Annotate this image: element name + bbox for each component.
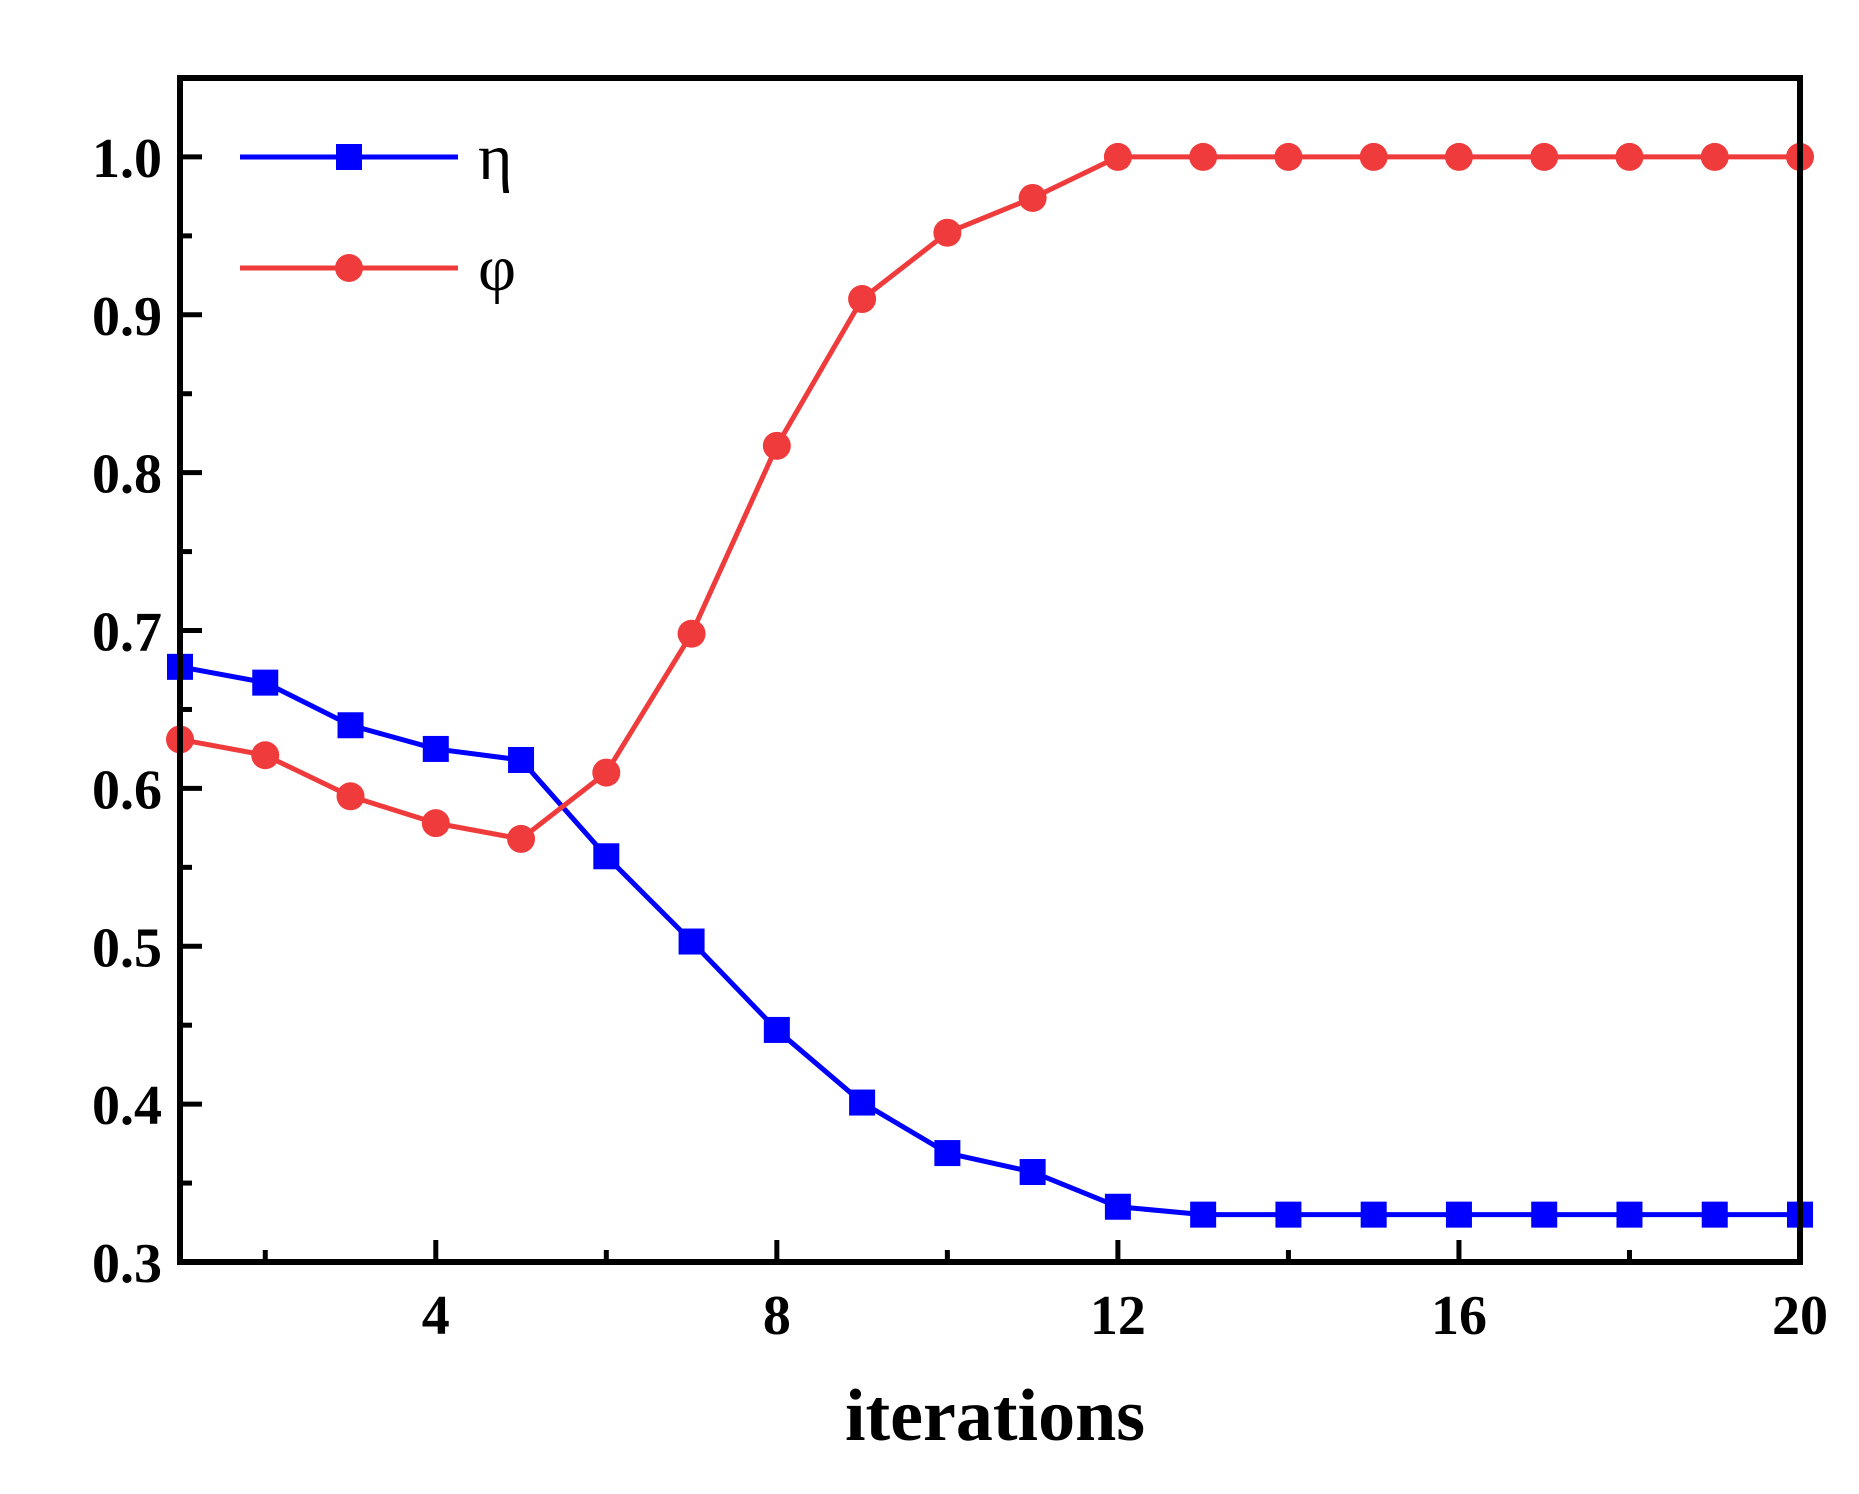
legend-label-phi: φ — [478, 232, 516, 305]
data-point — [678, 928, 705, 955]
x-tick-label: 8 — [763, 1285, 791, 1347]
y-tick-label: 1.0 — [92, 128, 162, 190]
data-point — [422, 735, 449, 762]
y-tick-label: 0.5 — [92, 917, 162, 979]
data-point — [1104, 1193, 1131, 1220]
data-point — [1190, 1201, 1217, 1228]
data-point — [1274, 142, 1303, 171]
data-point — [762, 431, 791, 460]
data-point — [251, 741, 280, 770]
data-point — [1018, 183, 1047, 212]
plot-frame — [177, 75, 1803, 1265]
data-point — [1530, 142, 1559, 171]
x-axis-title: iterations — [845, 1375, 1145, 1457]
data-point — [336, 782, 365, 811]
data-point — [1359, 142, 1388, 171]
x-tick-label: 12 — [1090, 1285, 1146, 1347]
legend-marker-eta — [336, 144, 362, 170]
data-point — [849, 1089, 876, 1116]
legend: η φ — [240, 121, 516, 305]
legend-marker-phi — [335, 254, 363, 282]
data-point — [1275, 1201, 1302, 1228]
data-point — [1189, 142, 1218, 171]
x-tick-label: 16 — [1431, 1285, 1487, 1347]
data-point — [508, 746, 535, 773]
data-point — [593, 843, 620, 870]
y-tick-label: 0.6 — [92, 759, 162, 821]
series-line-1 — [179, 154, 1800, 842]
y-tick-label: 0.3 — [92, 1233, 162, 1295]
data-point — [592, 758, 621, 787]
data-point — [252, 669, 279, 696]
data-point — [1615, 142, 1644, 171]
data-point — [1445, 1201, 1472, 1228]
data-point — [1103, 142, 1132, 171]
data-point — [421, 809, 450, 838]
data-point — [1700, 142, 1729, 171]
data-point — [1019, 1159, 1046, 1186]
y-tick-label: 0.9 — [92, 286, 162, 348]
y-tick-label: 0.7 — [92, 602, 162, 664]
legend-label-eta: η — [478, 121, 513, 194]
data-point — [1616, 1201, 1643, 1228]
y-tick-label: 0.4 — [92, 1075, 162, 1137]
data-point — [1444, 142, 1473, 171]
data-point — [677, 619, 706, 648]
axes: 4 8 12 16 20 0.3 0.4 0.5 0.6 0.7 0.8 0.9 1.0 — [92, 75, 1828, 1347]
series-line-0 — [179, 664, 1800, 1218]
data-point — [934, 1140, 961, 1167]
data-point — [1360, 1201, 1387, 1228]
data-point — [507, 824, 536, 853]
data-point — [337, 712, 364, 739]
data-point — [933, 218, 962, 247]
data-point — [763, 1016, 790, 1043]
data-point — [1701, 1201, 1728, 1228]
x-tick-label: 20 — [1772, 1285, 1828, 1347]
data-point — [1531, 1201, 1558, 1228]
plot-area — [166, 142, 1814, 1228]
y-tick-label: 0.8 — [92, 444, 162, 506]
x-tick-label: 4 — [422, 1285, 450, 1347]
data-point — [848, 285, 877, 314]
